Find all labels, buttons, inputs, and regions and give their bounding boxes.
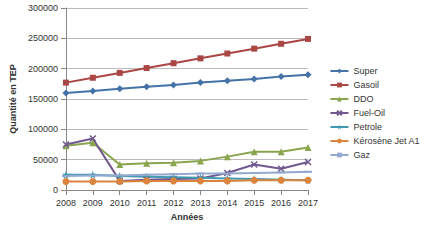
svg-text:2017: 2017 [298, 198, 318, 208]
svg-text:Gasoil: Gasoil [353, 80, 379, 90]
svg-text:200000: 200000 [28, 64, 58, 74]
svg-text:Petrole: Petrole [353, 122, 382, 132]
svg-text:2008: 2008 [56, 198, 76, 208]
svg-text:50000: 50000 [33, 155, 58, 165]
svg-text:300000: 300000 [28, 3, 58, 13]
svg-text:2010: 2010 [110, 198, 130, 208]
svg-text:2015: 2015 [244, 198, 264, 208]
svg-text:2012: 2012 [164, 198, 184, 208]
svg-text:2014: 2014 [217, 198, 237, 208]
svg-text:0: 0 [53, 185, 58, 195]
svg-text:2011: 2011 [137, 198, 156, 208]
svg-text:Kérosène Jet A1: Kérosène Jet A1 [353, 136, 419, 146]
svg-text:DDO: DDO [353, 94, 373, 104]
svg-text:250000: 250000 [28, 33, 58, 43]
svg-text:2009: 2009 [83, 198, 103, 208]
svg-text:2016: 2016 [271, 198, 291, 208]
svg-text:Années: Années [171, 212, 204, 222]
svg-text:Super: Super [353, 66, 377, 76]
svg-text:100000: 100000 [28, 124, 58, 134]
svg-text:Quantité en TEP: Quantité en TEP [8, 64, 18, 134]
svg-text:150000: 150000 [28, 94, 58, 104]
svg-text:Gaz: Gaz [353, 150, 370, 160]
svg-text:Fuel-Oil: Fuel-Oil [353, 108, 385, 118]
svg-text:2013: 2013 [190, 198, 210, 208]
